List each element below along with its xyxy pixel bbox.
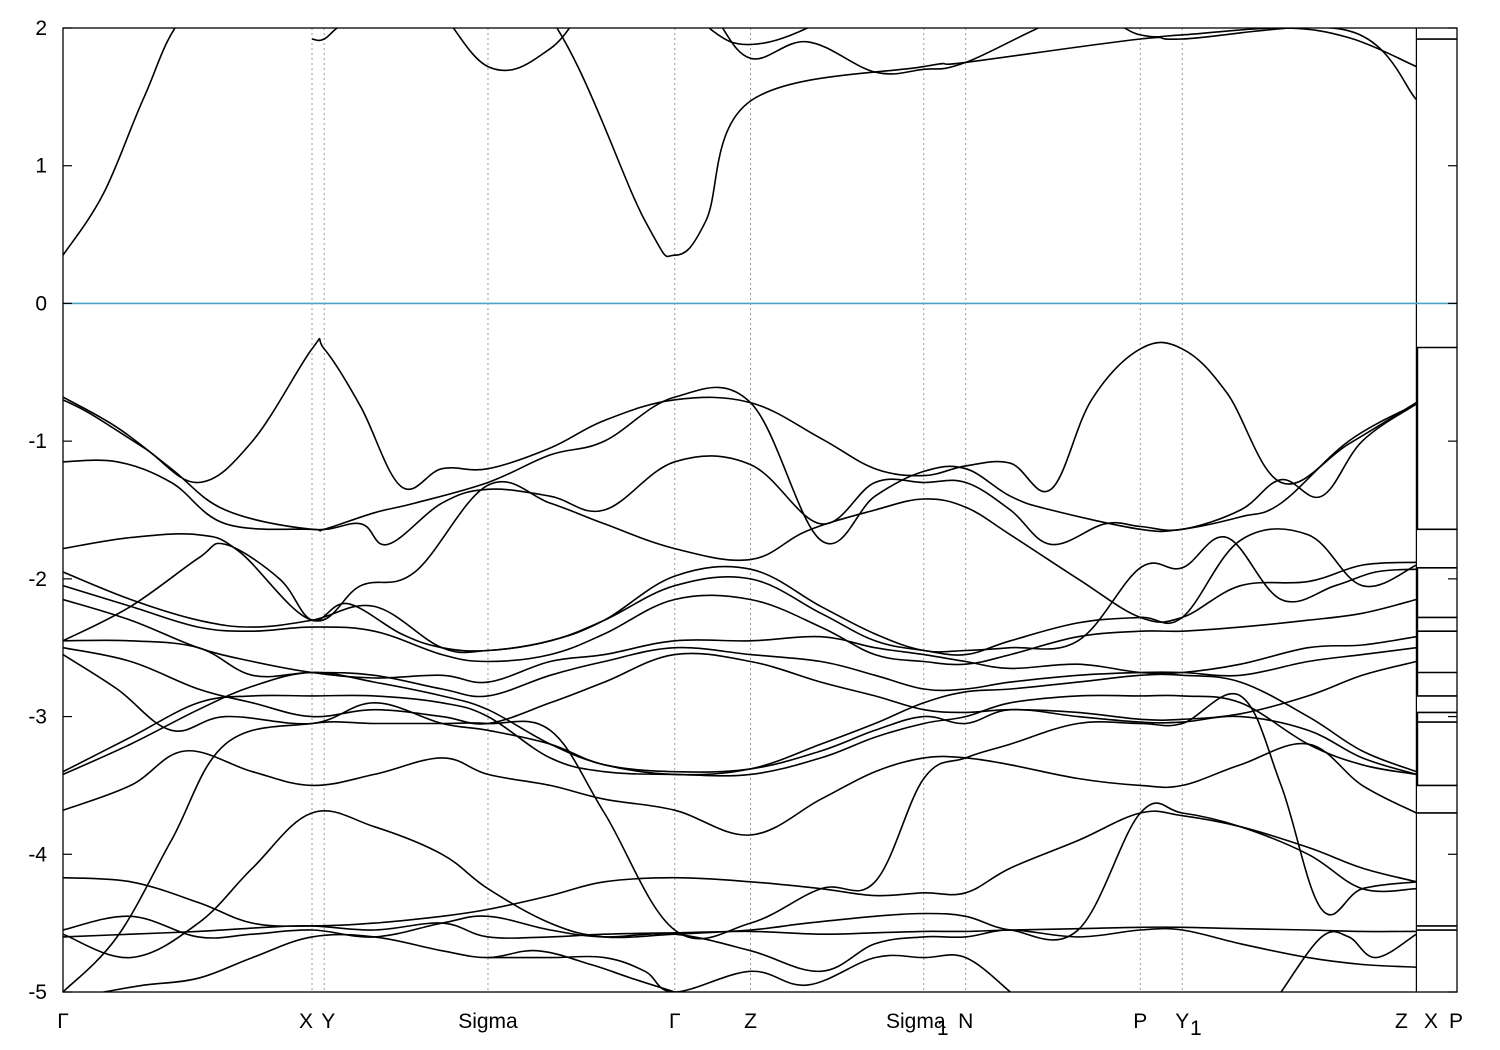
band-line-22 <box>103 933 675 992</box>
band-line-21 <box>63 915 1417 973</box>
x-segment-lines <box>1416 38 1457 931</box>
y-tick-label-1: 1 <box>35 155 47 178</box>
y-tick-label-2: 0 <box>35 292 47 315</box>
x-tick-label-13: X <box>1424 1010 1438 1033</box>
x-tick-label-9: P <box>1133 1010 1147 1033</box>
band-line-3 <box>63 337 1417 493</box>
x-tick-label-5: Z <box>744 1010 757 1033</box>
band-line-18 <box>63 802 1417 959</box>
band-line-7 <box>63 536 1417 653</box>
band-lines <box>63 28 1417 992</box>
band-line-14 <box>63 671 1417 776</box>
band-line-0 <box>63 28 1417 258</box>
band-line-8 <box>63 528 1417 656</box>
x-tick-label-6: Sigma <box>886 1010 946 1033</box>
band-line-12 <box>63 646 1417 725</box>
band-line-4 <box>63 396 1417 546</box>
x-tick-label-2: Y <box>321 1010 335 1033</box>
x-tick-label-12: Z <box>1395 1010 1408 1033</box>
kpoint-divider-lines <box>311 28 1417 992</box>
band-line-5 <box>63 386 1417 545</box>
x-tick-label-3: Sigma <box>458 1010 518 1033</box>
band-line-9 <box>63 584 1417 666</box>
band-line-13 <box>63 653 1417 776</box>
band-line-16 <box>63 742 1417 836</box>
x-tick-label-14: P <box>1449 1010 1463 1033</box>
y-tick-label-0: 2 <box>35 17 47 40</box>
band-line-6 <box>63 480 1417 623</box>
x-tick-label-4: Γ <box>669 1010 681 1033</box>
y-axis-ticks: 2 1 0 -1 -2 -3 -4 -5 <box>28 17 1457 1004</box>
y-tick-label-4: -2 <box>28 568 47 591</box>
x-tick-label-10: Y <box>1175 1010 1189 1033</box>
y-tick-label-3: -1 <box>28 430 47 453</box>
band-line-17 <box>63 692 1417 992</box>
x-tick-label-7: 1 <box>937 1017 949 1040</box>
plot-frame <box>62 27 1458 993</box>
y-tick-label-5: -3 <box>28 706 47 729</box>
band-line-23 <box>488 954 1011 992</box>
band-line-19 <box>63 810 1417 927</box>
band-line-2 <box>708 28 810 46</box>
x-tick-label-0: Γ <box>57 1010 69 1033</box>
band-line-10 <box>63 598 1417 684</box>
y-tick-label-7: -5 <box>28 981 47 1004</box>
y-tick-label-6: -4 <box>28 843 47 866</box>
x-tick-label-8: N <box>958 1010 973 1033</box>
x-tick-label-11: 1 <box>1190 1017 1202 1040</box>
band-line-15 <box>63 694 1417 777</box>
band-line-20 <box>63 922 1417 939</box>
band-line-1 <box>311 28 1417 75</box>
band-line-24 <box>1280 930 1417 992</box>
x-tick-label-1: X <box>299 1010 313 1033</box>
